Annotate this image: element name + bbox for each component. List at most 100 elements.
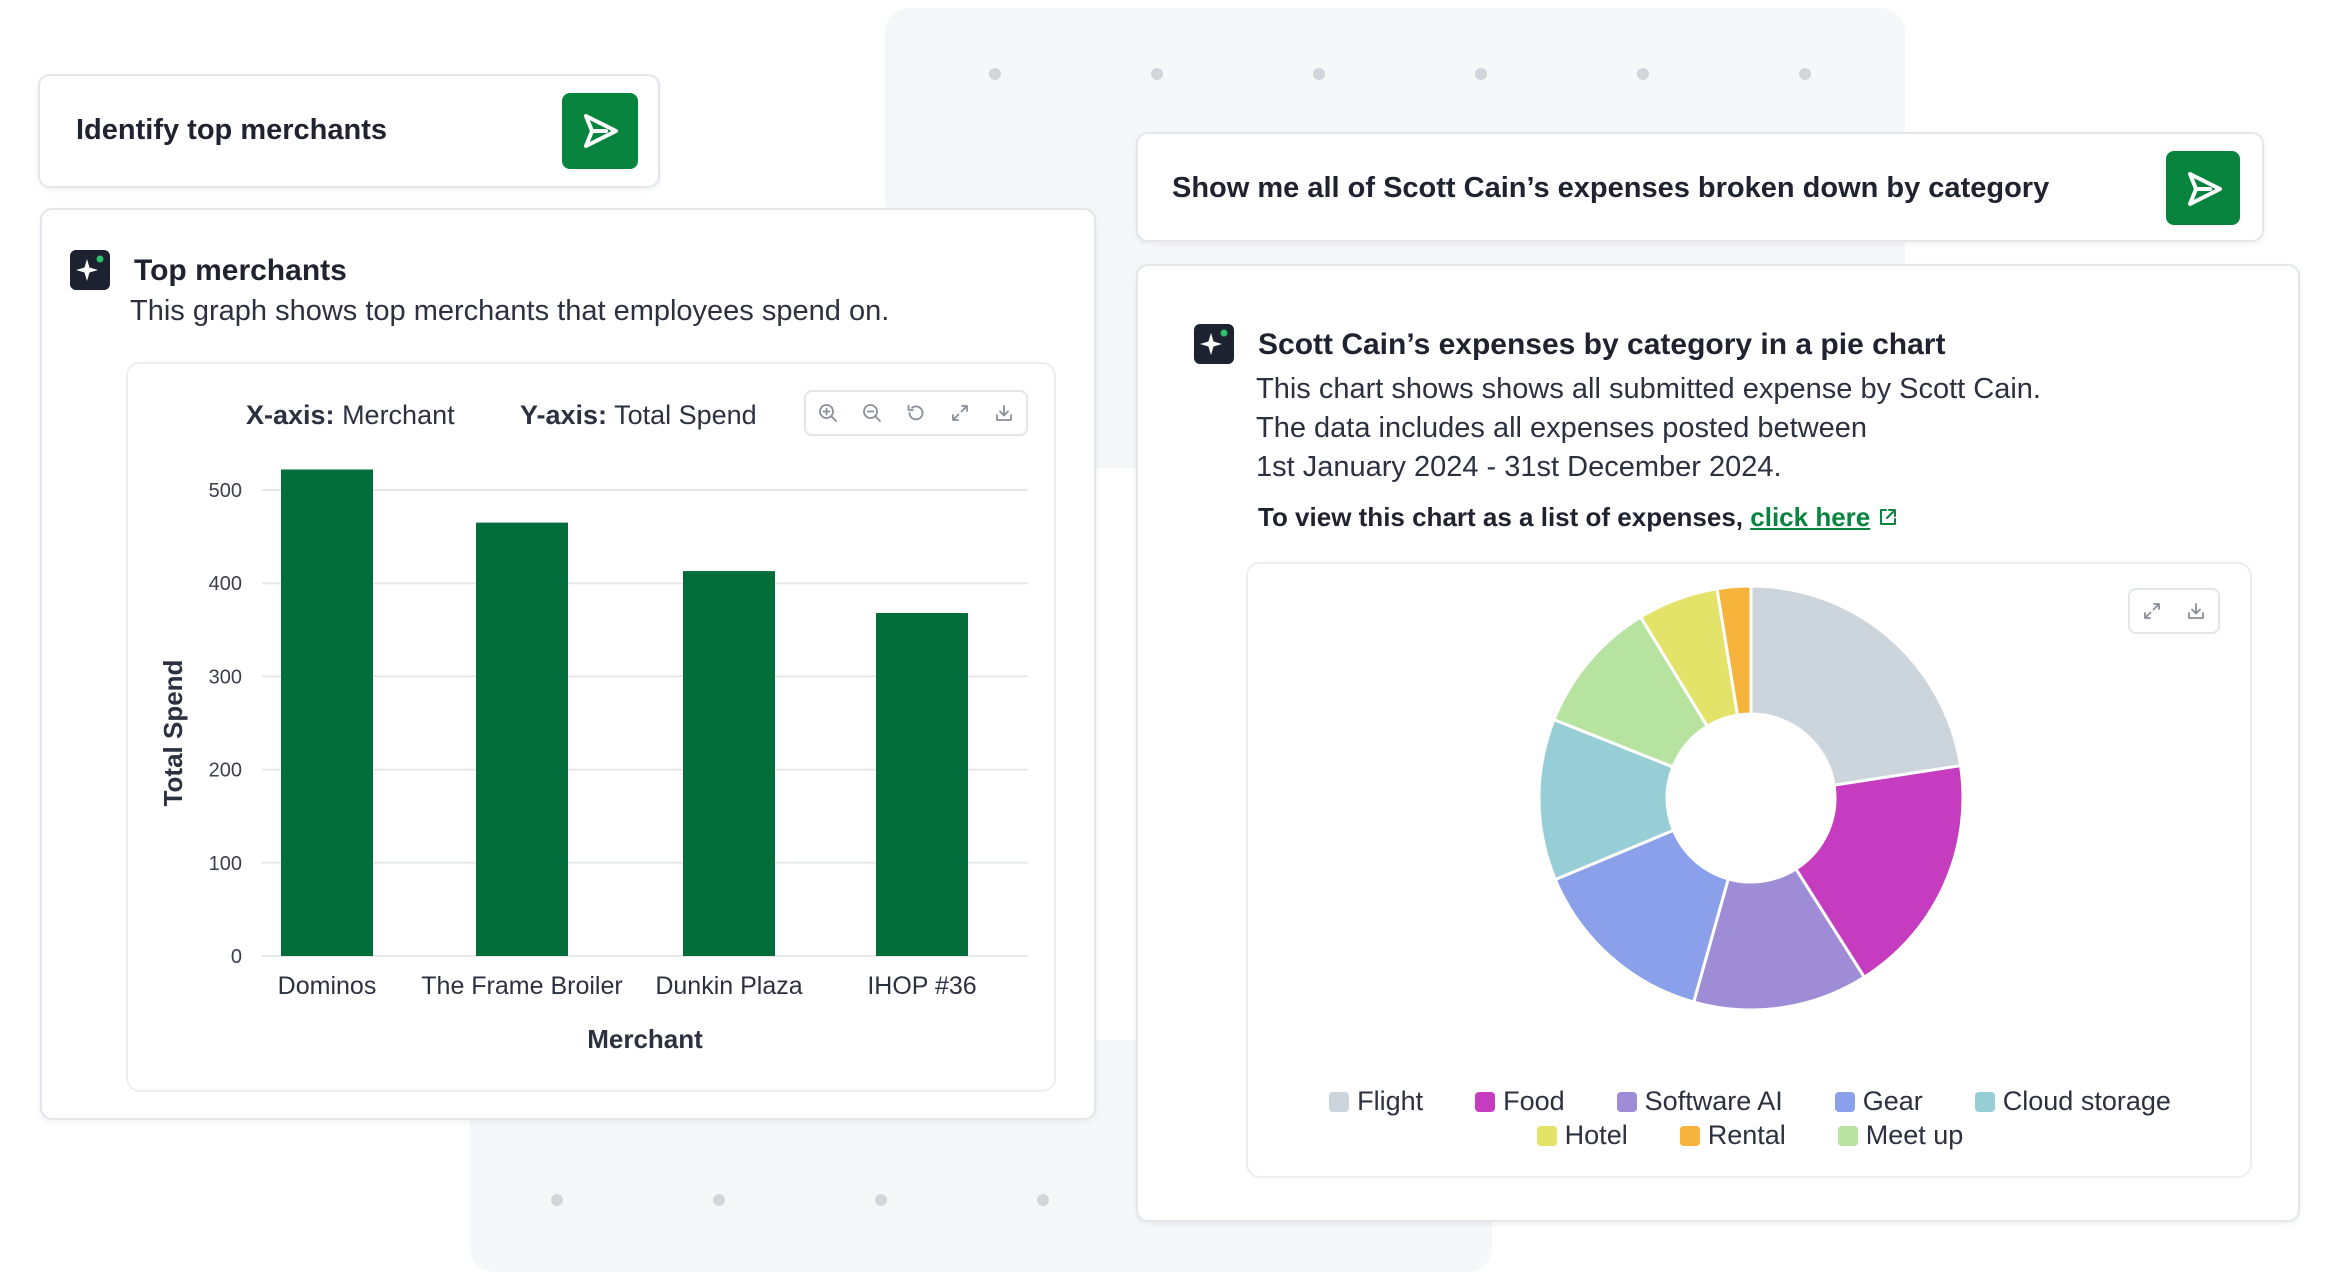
legend-item[interactable]: Rental [1679,1120,1786,1151]
bar-chart-container: X-axis: Merchant Y-axis: Total Spend 0 10… [126,362,1056,1092]
card-description-line-1: This chart shows shows all submitted exp… [1256,373,2041,405]
y-axis-info-label: Y-axis: [520,400,608,430]
legend-swatch [1974,1091,1995,1112]
download-button[interactable] [982,392,1026,434]
top-merchants-card: Top merchants This graph shows top merch… [40,208,1096,1120]
background-dot [1151,68,1163,80]
chart-toolbar [2128,588,2220,634]
legend-label: Software AI [1644,1086,1783,1116]
zoom-out-icon [863,404,881,422]
expand-button[interactable] [2130,590,2174,632]
legend-swatch [1837,1125,1858,1146]
prompt-text: Show me all of Scott Cain’s expenses bro… [1172,172,2050,204]
send-button[interactable] [562,93,638,169]
y-tick-label: 0 [231,946,242,968]
legend-item[interactable]: Software AI [1616,1086,1783,1117]
expand-icon [2144,603,2160,619]
card-description-line-3: 1st January 2024 - 31st December 2024. [1256,451,1782,483]
download-icon [2188,603,2204,619]
zoom-in-icon [819,404,837,422]
reset-button[interactable] [894,392,938,434]
y-axis-title: Total Spend [158,660,188,807]
legend-item[interactable]: Food [1475,1086,1565,1117]
y-tick-label: 500 [209,480,242,502]
background-dot [713,1194,725,1206]
pie-slice[interactable] [1715,584,1753,717]
background-dot [1799,68,1811,80]
y-axis-info: Y-axis: Total Spend [520,400,757,431]
legend-item[interactable]: Meet up [1837,1120,1964,1151]
view-as-list-text: To view this chart as a list of expenses… [1258,502,1744,532]
legend-swatch [1536,1125,1557,1146]
chart-toolbar [804,390,1028,436]
y-axis-info-value: Total Spend [614,400,757,430]
sparkle-icon [1200,329,1228,355]
donut-chart: Category [1537,584,1965,1034]
send-button[interactable] [2166,151,2240,225]
download-icon [996,405,1012,421]
ai-assistant-badge [1194,324,1234,364]
y-tick-label: 300 [209,666,242,688]
background-dot [1475,68,1487,80]
background-dot [1637,68,1649,80]
pie-slice[interactable] [1749,584,1963,787]
pie-slice[interactable] [1691,866,1867,1012]
card-description: This graph shows top merchants that empl… [130,295,890,327]
bar[interactable] [476,522,568,956]
x-tick-label: IHOP #36 [867,972,976,1000]
x-axis-info: X-axis: Merchant [246,400,455,431]
x-tick-label: Dominos [278,972,377,1000]
legend-item[interactable]: Flight [1329,1086,1423,1117]
expand-button[interactable] [938,392,982,434]
zoom-out-button[interactable] [850,392,894,434]
legend-label: Hotel [1564,1120,1628,1150]
pie-slice[interactable] [1553,828,1731,1004]
y-tick-label: 400 [209,573,242,595]
pie-slice[interactable] [1537,717,1676,882]
download-button[interactable] [2174,590,2218,632]
y-tick-label: 200 [209,760,242,782]
external-link-icon [1880,509,1897,525]
legend-swatch [1329,1091,1350,1112]
card-description-line-2: The data includes all expenses posted be… [1256,412,1868,444]
view-as-list-line: To view this chart as a list of expenses… [1258,498,1899,537]
send-icon [2188,172,2222,206]
x-axis-info-value: Merchant [342,400,455,430]
zoom-in-button[interactable] [806,392,850,434]
prompt-card-left[interactable]: Identify top merchants [38,74,660,188]
pie-slice[interactable] [1793,763,1965,980]
background-dot [989,68,1001,80]
legend-row: Hotel Rental Meet up [1248,1120,2252,1153]
prompt-card-right[interactable]: Show me all of Scott Cain’s expenses bro… [1136,132,2264,242]
click-here-link[interactable]: click here [1750,502,1871,532]
legend-label: Gear [1862,1086,1923,1116]
ai-assistant-badge [70,250,110,290]
bar[interactable] [876,613,968,956]
background-dot [875,1194,887,1206]
legend-label: Rental [1707,1120,1786,1150]
x-tick-label: Dunkin Plaza [655,972,802,1000]
reset-icon [907,404,924,421]
expenses-card: Scott Cain’s expenses by category in a p… [1136,264,2300,1222]
bar-chart: 0 100 200 300 400 500 Dominos The Frame Broiler… [158,469,1028,1054]
legend-swatch [1834,1091,1855,1112]
bar[interactable] [281,469,373,956]
legend-item[interactable]: Gear [1834,1086,1923,1117]
legend-swatch [1616,1091,1637,1112]
legend-row: Flight Food Software AI Gear Cloud storage [1248,1086,2252,1119]
legend-item[interactable]: Hotel [1536,1120,1628,1151]
legend-label: Cloud storage [2002,1086,2171,1116]
legend-label: Food [1503,1086,1565,1116]
legend-label: Meet up [1865,1120,1964,1150]
card-title: Top merchants [134,254,347,287]
chart-title: Category [1688,1033,1814,1034]
expand-icon [952,405,968,421]
background-dot [1313,68,1325,80]
prompt-text: Identify top merchants [76,114,387,146]
background-dot [551,1194,563,1206]
legend-swatch [1475,1091,1496,1112]
sparkle-icon [76,255,104,281]
bar[interactable] [683,571,775,956]
legend-item[interactable]: Cloud storage [1974,1086,2171,1117]
card-title: Scott Cain’s expenses by category in a p… [1258,328,1946,361]
